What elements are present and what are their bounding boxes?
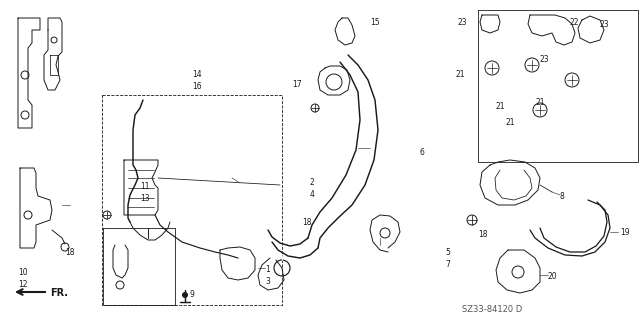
Circle shape (182, 293, 188, 298)
Text: SZ33-84120 D: SZ33-84120 D (462, 305, 522, 314)
Text: 13: 13 (140, 194, 150, 203)
Text: 10: 10 (18, 268, 28, 277)
Text: 23: 23 (600, 20, 610, 29)
Text: 20: 20 (548, 272, 557, 281)
Text: 3: 3 (265, 277, 270, 286)
Text: 8: 8 (560, 192, 564, 201)
Text: 21: 21 (456, 70, 465, 79)
Text: 14: 14 (192, 70, 202, 79)
Text: 17: 17 (292, 80, 301, 89)
Text: 6: 6 (420, 148, 425, 157)
Text: 18: 18 (302, 218, 312, 227)
Text: 23: 23 (457, 18, 467, 27)
Text: 18: 18 (478, 230, 488, 239)
Text: 21: 21 (495, 102, 504, 111)
Text: 21: 21 (535, 98, 545, 107)
Text: 21: 21 (505, 118, 515, 127)
Text: 12: 12 (18, 280, 28, 289)
Text: 15: 15 (370, 18, 380, 27)
Text: 11: 11 (140, 182, 150, 191)
Text: 22: 22 (570, 18, 579, 27)
Text: 19: 19 (620, 228, 630, 237)
Text: 5: 5 (445, 248, 450, 257)
Text: FR.: FR. (50, 288, 68, 298)
Text: 7: 7 (445, 260, 450, 269)
Text: 9: 9 (190, 290, 195, 299)
Text: 1: 1 (265, 265, 269, 274)
Text: 16: 16 (192, 82, 202, 91)
Text: 18: 18 (65, 248, 74, 257)
Text: 4: 4 (310, 190, 315, 199)
Text: 23: 23 (540, 55, 550, 64)
Text: 2: 2 (310, 178, 315, 187)
